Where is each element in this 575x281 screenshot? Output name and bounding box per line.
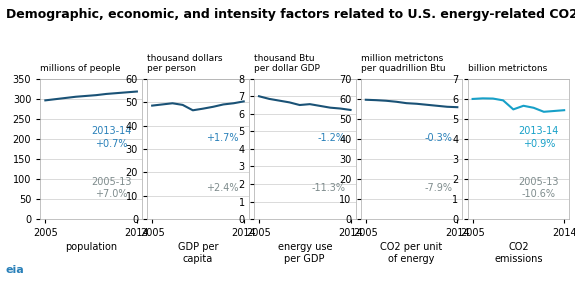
Text: millions of people: millions of people	[40, 64, 121, 73]
Text: +1.7%: +1.7%	[206, 133, 239, 143]
X-axis label: GDP per
capita: GDP per capita	[178, 243, 218, 264]
Text: -1.2%: -1.2%	[317, 133, 346, 143]
Text: -0.3%: -0.3%	[424, 133, 453, 143]
Text: 2005-13
-10.6%: 2005-13 -10.6%	[519, 177, 559, 200]
Text: million metrictons
per quadrillion Btu: million metrictons per quadrillion Btu	[361, 54, 445, 73]
Text: Demographic, economic, and intensity factors related to U.S. energy-related CO2 : Demographic, economic, and intensity fac…	[6, 8, 575, 21]
Text: +2.4%: +2.4%	[206, 183, 239, 193]
Text: -11.3%: -11.3%	[312, 183, 346, 193]
X-axis label: population: population	[65, 243, 117, 252]
Text: eia: eia	[6, 265, 25, 275]
Text: 2013-14
+0.7%: 2013-14 +0.7%	[91, 126, 132, 149]
Text: 2013-14
+0.9%: 2013-14 +0.9%	[519, 126, 559, 149]
Text: billion metrictons: billion metrictons	[467, 64, 547, 73]
Text: -7.9%: -7.9%	[424, 183, 453, 193]
X-axis label: energy use
per GDP: energy use per GDP	[278, 243, 332, 264]
X-axis label: CO2 per unit
of energy: CO2 per unit of energy	[381, 243, 443, 264]
Text: thousand Btu
per dollar GDP: thousand Btu per dollar GDP	[254, 54, 320, 73]
Text: thousand dollars
per person: thousand dollars per person	[147, 54, 223, 73]
Text: 2005-13
+7.0%: 2005-13 +7.0%	[91, 177, 132, 200]
X-axis label: CO2
emissions: CO2 emissions	[494, 243, 543, 264]
